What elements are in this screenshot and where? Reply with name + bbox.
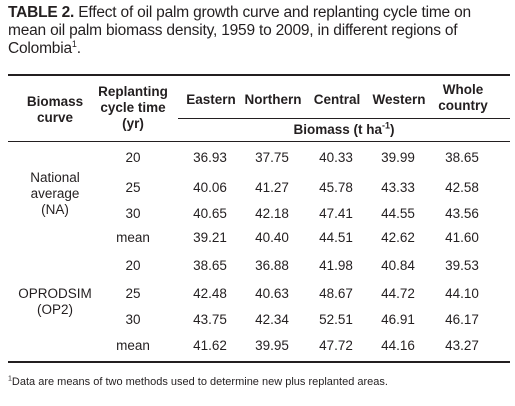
header-whole-line1: Whole (442, 82, 484, 97)
biomass-unit-close: ) (390, 122, 395, 137)
value-cell: 41.98 (319, 258, 353, 273)
value-cell: 45.78 (319, 180, 353, 195)
header-replanting-line2: cycle time (100, 100, 166, 115)
value-cell: 36.88 (255, 258, 289, 273)
footnote-text: Data are means of two methods used to de… (11, 376, 388, 388)
value-cell: 44.72 (381, 286, 415, 301)
footnote-mark: 1 (8, 375, 12, 383)
cycle-cell: 30 (125, 312, 141, 327)
value-cell: 39.99 (381, 150, 415, 165)
group-label-na: National average (NA) (8, 170, 102, 218)
header-bottom-rule (8, 141, 510, 142)
value-cell: 39.95 (255, 338, 289, 353)
bottom-rule (8, 361, 510, 363)
value-cell: 48.67 (319, 286, 353, 301)
group-op2-line2: (OP2) (36, 302, 73, 317)
value-cell: 41.27 (255, 180, 289, 195)
value-cell: 40.06 (193, 180, 227, 195)
value-cell: 42.18 (255, 206, 289, 221)
header-central: Central (313, 92, 361, 107)
biomass-subheader-rule (178, 118, 510, 119)
value-cell: 46.91 (381, 312, 415, 327)
cycle-cell: 20 (125, 150, 141, 165)
value-cell: 42.48 (193, 286, 227, 301)
value-cell: 40.84 (381, 258, 415, 273)
value-cell: 40.65 (193, 206, 227, 221)
value-cell: 36.93 (193, 150, 227, 165)
cycle-cell: mean (116, 230, 150, 245)
value-cell: 37.75 (255, 150, 289, 165)
value-cell: 46.17 (445, 312, 479, 327)
value-cell: 42.58 (445, 180, 479, 195)
group-na-line1: National (30, 170, 80, 185)
value-cell: 39.53 (445, 258, 479, 273)
header-whole-line2: country (438, 98, 488, 113)
caption-end: . (76, 40, 81, 57)
value-cell: 42.62 (381, 230, 415, 245)
value-cell: 39.21 (193, 230, 227, 245)
value-cell: 43.75 (193, 312, 227, 327)
value-cell: 40.40 (255, 230, 289, 245)
header-western: Western (372, 92, 426, 107)
value-cell: 52.51 (319, 312, 353, 327)
header-biomass-curve-line1: Biomass (26, 94, 84, 109)
value-cell: 38.65 (193, 258, 227, 273)
group-op2-line1: OPRODSIM (18, 286, 92, 301)
value-cell: 43.33 (381, 180, 415, 195)
cycle-cell: 25 (125, 180, 141, 195)
header-replanting-line1: Replanting (98, 84, 168, 99)
value-cell: 41.60 (445, 230, 479, 245)
value-cell: 42.34 (255, 312, 289, 327)
value-cell: 44.55 (381, 206, 415, 221)
table-caption: TABLE 2. Effect of oil palm growth curve… (8, 4, 508, 58)
table-footnote: 1Data are means of two methods used to d… (8, 375, 388, 388)
header-biomass-unit: Biomass (t ha-1) (178, 120, 510, 138)
group-label-op2: OPRODSIM (OP2) (8, 286, 102, 318)
value-cell: 47.41 (319, 206, 353, 221)
header-northern: Northern (244, 92, 302, 107)
value-cell: 44.10 (445, 286, 479, 301)
value-cell: 43.27 (445, 338, 479, 353)
cycle-cell: 20 (125, 258, 141, 273)
value-cell: 47.72 (319, 338, 353, 353)
header-replanting-line3: (yr) (122, 116, 144, 131)
table-label: TABLE 2. (8, 4, 75, 21)
value-cell: 44.16 (381, 338, 415, 353)
header-biomass-curve: Biomass curve (8, 94, 102, 126)
top-rule (8, 74, 510, 76)
value-cell: 44.51 (319, 230, 353, 245)
value-cell: 40.33 (319, 150, 353, 165)
cycle-cell: 30 (125, 206, 141, 221)
value-cell: 43.56 (445, 206, 479, 221)
caption-footnote-mark: 1 (71, 38, 77, 49)
header-whole-country: Whole country (432, 82, 494, 114)
header-replanting-cycle: Replanting cycle time (yr) (92, 84, 174, 132)
value-cell: 40.63 (255, 286, 289, 301)
header-eastern: Eastern (186, 92, 236, 107)
value-cell: 41.62 (193, 338, 227, 353)
cycle-cell: 25 (125, 286, 141, 301)
biomass-unit-exponent: -1 (382, 120, 391, 131)
group-na-line2: average (30, 186, 80, 201)
table-title: Effect of oil palm growth curve and repl… (8, 4, 471, 57)
value-cell: 38.65 (445, 150, 479, 165)
header-biomass-curve-line2: curve (36, 110, 74, 125)
cycle-cell: mean (116, 338, 150, 353)
group-na-line3: (NA) (41, 202, 69, 217)
biomass-unit-text: Biomass (t ha (293, 122, 382, 137)
